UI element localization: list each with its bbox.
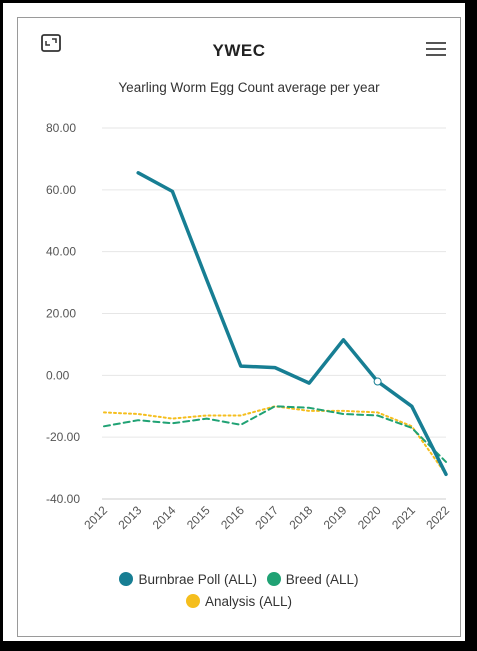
x-tick-label: 2013 [116,503,145,532]
legend-marker [266,572,281,586]
chart-title: Yearling Worm Egg Count average per year [118,80,380,95]
x-tick-label: 2017 [252,503,281,532]
legend-item-analysis[interactable]: Analysis (ALL) [185,591,293,613]
expand-icon[interactable] [41,34,61,57]
x-tick-label: 2020 [355,503,384,532]
y-tick-label: 80.00 [46,121,76,135]
legend-marker [119,572,134,586]
data-point-marker[interactable] [373,377,382,386]
legend-marker [185,594,200,608]
x-tick-label: 2016 [218,503,247,532]
series-line-analysis-all[interactable] [103,405,447,476]
y-tick-label: 0.00 [46,368,70,382]
y-tick-label: 20.00 [46,307,76,321]
series-line-burnbrae-poll-all[interactable] [136,171,448,477]
series-line-breed-all[interactable] [103,405,447,463]
y-axis-ticks: 80.00 60.00 40.00 20.00 0.00 -20.00 -40.00 [46,121,80,506]
x-tick-label: 2021 [389,503,418,532]
legend-label: Breed (ALL) [285,572,359,587]
legend-item-breed[interactable]: Breed (ALL) [266,569,359,591]
legend-label: Burnbrae Poll (ALL) [138,572,257,587]
x-axis-ticks: 2012 2013 2014 2015 2016 2017 2018 2019 2020 2021… [81,503,452,532]
legend-label: Analysis (ALL) [204,594,293,609]
x-tick-label: 2022 [423,503,452,532]
legend-item-burnbrae-poll[interactable]: Burnbrae Poll (ALL) [119,569,257,591]
hamburger-menu-icon[interactable] [426,42,446,61]
x-tick-label: 2019 [321,503,350,532]
x-tick-label: 2012 [81,503,110,532]
y-tick-label: -40.00 [46,492,80,506]
chart-card: YWEC Yearling Worm Egg Count average per… [17,17,461,637]
grid-lines [102,127,446,500]
y-tick-label: -20.00 [46,430,80,444]
series-lines [103,171,448,477]
chart-legend: Burnbrae Poll (ALL) Breed (ALL) Analysis… [18,569,460,613]
page-title: YWEC [212,41,266,60]
x-tick-label: 2015 [184,503,213,532]
x-tick-label: 2014 [150,503,179,532]
x-tick-label: 2018 [287,503,316,532]
y-tick-label: 40.00 [46,245,76,259]
line-chart: Yearling Worm Egg Count average per year… [46,80,452,532]
y-tick-label: 60.00 [46,183,76,197]
